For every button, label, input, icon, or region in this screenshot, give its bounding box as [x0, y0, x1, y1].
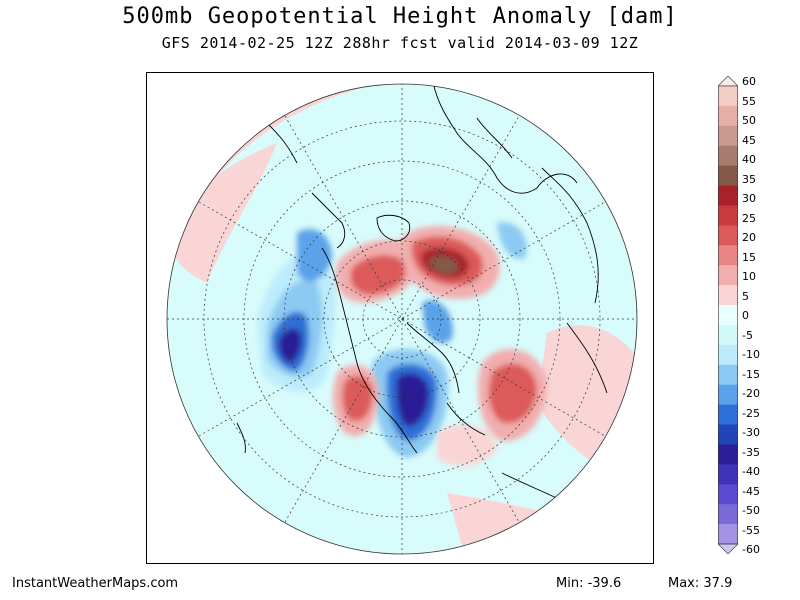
anomaly-region: [429, 256, 459, 274]
colorbar-bin: [718, 245, 738, 266]
colorbar-bin: [718, 364, 738, 386]
colorbar-tick-label: -20: [742, 387, 760, 400]
colorbar-tick-label: -10: [742, 348, 760, 361]
anomaly-region: [437, 424, 497, 466]
colorbar-tick-label: 30: [742, 192, 756, 205]
colorbar-tick-label: 55: [742, 94, 756, 108]
colorbar-bin: [718, 444, 738, 465]
min-readout: Min: -39.6: [556, 576, 621, 591]
colorbar-bin: [718, 424, 738, 445]
anomaly-region: [167, 143, 277, 283]
anomaly-region: [422, 300, 453, 344]
anomaly-region: [488, 363, 537, 424]
colorbar-tick-label: 5: [742, 289, 749, 303]
colorbar-tick-label: 50: [742, 114, 756, 127]
colorbar-tick-label: -15: [742, 367, 760, 381]
colorbar-tick-label: 15: [742, 250, 756, 264]
colorbar-bin: [718, 285, 738, 306]
anomaly-region: [497, 222, 527, 259]
colorbar-bin: [718, 145, 738, 167]
colorbar-bin: [718, 86, 738, 107]
colorbar-bin: [718, 305, 738, 326]
colorbar-tick-label: -35: [742, 445, 760, 459]
anomaly-region: [396, 373, 429, 427]
colorbar-bin: [718, 225, 738, 246]
max-readout: Max: 37.9: [668, 576, 732, 591]
colorbar-tick-label: -50: [742, 504, 760, 517]
colorbar-bottom-triangle: [717, 543, 739, 555]
anomaly-region: [350, 255, 406, 295]
anomaly-region: [278, 328, 302, 363]
colorbar-svg: [717, 75, 739, 555]
colorbar-bin: [718, 125, 738, 147]
site-credit: InstantWeatherMaps.com: [12, 576, 179, 591]
max-label: Max:: [668, 576, 700, 591]
anomaly-region: [297, 229, 332, 282]
min-label: Min:: [556, 576, 584, 591]
colorbar-tick-label: 40: [742, 153, 756, 166]
colorbar-top-triangle: [717, 75, 739, 87]
colorbar-bin: [718, 404, 738, 426]
colorbar-tick-label: 10: [742, 270, 756, 283]
max-value: 37.9: [703, 576, 733, 591]
colorbar-bin: [718, 484, 738, 505]
map-subtitle: GFS 2014-02-25 12Z 288hr fcst valid 2014…: [161, 34, 639, 52]
colorbar-bin: [718, 265, 738, 286]
min-value: -39.6: [587, 576, 622, 591]
colorbar: [717, 75, 739, 555]
colorbar-outline: [718, 85, 738, 545]
polar-map-svg: [166, 83, 638, 555]
colorbar-tick-label: -5: [742, 328, 753, 342]
colorbar-tick-label: -40: [742, 465, 760, 478]
colorbar-bin: [718, 205, 738, 226]
colorbar-tick-label: -60: [742, 543, 760, 556]
colorbar-bin: [718, 185, 738, 206]
colorbar-tick-label: -55: [742, 523, 760, 537]
colorbar-bin: [718, 504, 738, 525]
colorbar-bin: [718, 524, 738, 545]
polar-map: [146, 72, 654, 564]
colorbar-bin: [718, 464, 738, 485]
colorbar-tick-label: 35: [742, 172, 756, 186]
graticule: [167, 84, 637, 554]
colorbar-tick-label: 20: [742, 231, 756, 244]
colorbar-tick-label: -25: [742, 406, 760, 420]
colorbar-tick-label: 25: [742, 211, 756, 225]
colorbar-tick-label: 0: [742, 309, 749, 322]
colorbar-bin: [718, 324, 738, 346]
colorbar-bin: [718, 344, 738, 366]
colorbar-bin: [718, 165, 738, 187]
map-title: 500mb Geopotential Height Anomaly [dam]: [122, 4, 678, 29]
colorbar-bin: [718, 384, 738, 406]
colorbar-tick-label: 45: [742, 133, 756, 147]
colorbar-tick-label: -30: [742, 426, 760, 439]
map-edge: [166, 83, 638, 555]
colorbar-bin: [718, 105, 738, 127]
colorbar-tick-label: 60: [742, 75, 756, 88]
anomaly-region: [342, 375, 373, 422]
colorbar-tick-label: -45: [742, 484, 760, 498]
